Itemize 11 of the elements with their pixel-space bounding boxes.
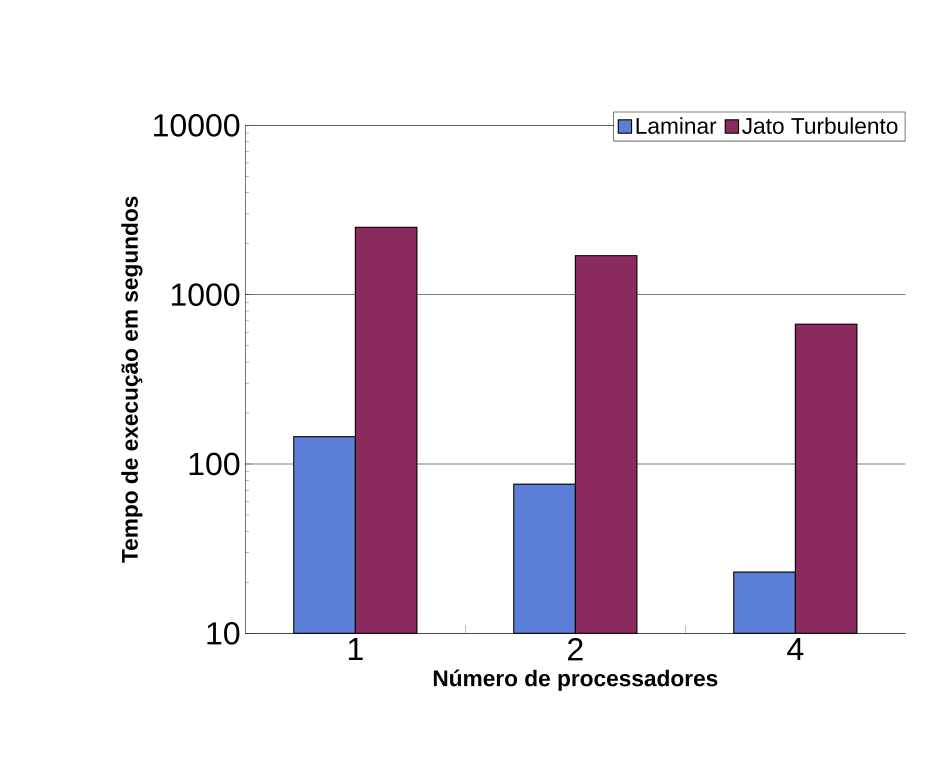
x-tick-label: 2 <box>568 638 583 661</box>
y-tick-label: 10 <box>207 622 240 645</box>
y-tick-label: 1000 <box>172 284 240 306</box>
x-tick-label: 4 <box>787 638 804 660</box>
x-tick-label: 1 <box>348 638 363 660</box>
legend-label: Jato Turbulento <box>742 117 898 134</box>
x-axis-title: Número de processadores <box>434 670 718 692</box>
legend-label: Laminar <box>636 117 716 134</box>
y-tick-label: 10000 <box>154 114 240 137</box>
y-axis-title: Tempo de execução em segundos <box>121 196 142 563</box>
y-tick-label: 100 <box>190 452 240 476</box>
